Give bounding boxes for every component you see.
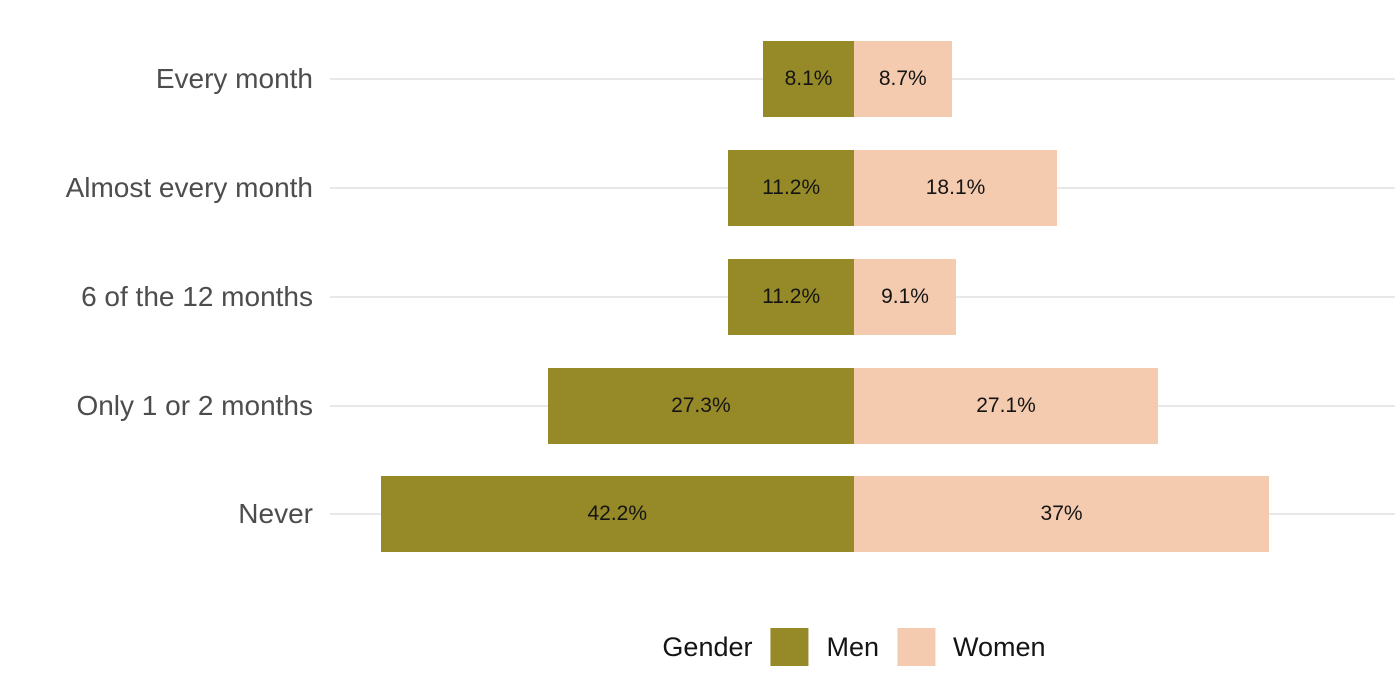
category-label: Only 1 or 2 months xyxy=(76,390,313,421)
bar-women-3 xyxy=(854,368,1159,444)
bar-men-4 xyxy=(380,476,854,552)
value-label-women-3: 27.1% xyxy=(976,394,1036,417)
bar-men-1 xyxy=(728,150,854,226)
bar-men-0 xyxy=(763,41,854,117)
bar-men-3 xyxy=(547,368,854,444)
bar-women-4 xyxy=(854,476,1270,552)
legend-title: Gender xyxy=(662,631,753,662)
legend-swatch-men xyxy=(770,628,809,666)
category-label: Never xyxy=(238,498,313,529)
bar-men-2 xyxy=(728,259,854,335)
value-label-women-1: 18.1% xyxy=(925,176,986,199)
value-label-men-3: 27.3% xyxy=(671,394,731,417)
category-label: Every month xyxy=(155,63,313,94)
bar-women-0 xyxy=(854,41,952,117)
category-label: 6 of the 12 months xyxy=(81,281,313,312)
legend-swatch-women xyxy=(897,628,936,666)
value-label-women-4: 37% xyxy=(1040,502,1083,525)
bar-women-2 xyxy=(854,259,957,335)
legend-label-women: Women xyxy=(953,631,1046,662)
value-label-men-1: 11.2% xyxy=(762,176,821,199)
category-label: Almost every month xyxy=(65,172,313,203)
value-label-women-0: 8.7% xyxy=(878,67,927,90)
legend: Gender Men Women xyxy=(662,628,1046,666)
value-label-men-0: 8.1% xyxy=(784,67,833,90)
value-label-men-4: 42.2% xyxy=(587,502,648,525)
legend-label-men: Men xyxy=(826,631,880,662)
value-label-men-2: 11.2% xyxy=(762,285,821,308)
value-label-women-2: 9.1% xyxy=(881,285,929,308)
bar-women-1 xyxy=(854,150,1058,226)
